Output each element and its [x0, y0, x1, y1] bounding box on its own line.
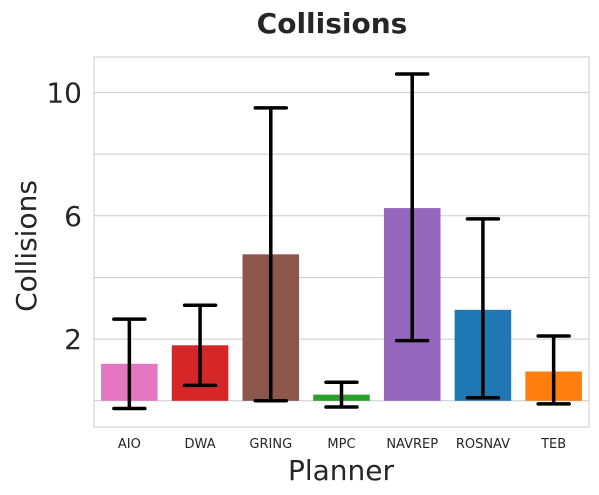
error-bar-gring	[253, 106, 289, 403]
x-tick-label: DWA	[185, 437, 216, 452]
y-tick-label: 10	[46, 76, 82, 109]
y-tick-labels: 2 6 10	[46, 76, 82, 356]
x-tick-label: GRING	[249, 437, 292, 452]
y-tick-label: 2	[64, 323, 82, 356]
x-tick-label: AIO	[118, 437, 141, 452]
x-tick-labels: AIO DWA GRING MPC NAVREP ROSNAV TEB	[118, 437, 566, 452]
x-tick-label: TEB	[540, 437, 566, 452]
error-bar-mpc	[324, 380, 359, 409]
error-bar-dwa	[182, 303, 218, 388]
chart-title: Collisions	[257, 7, 408, 40]
x-tick-label: ROSNAV	[456, 437, 510, 452]
x-tick-label: MPC	[327, 437, 355, 452]
y-axis-label: Collisions	[10, 180, 43, 312]
plot-area-frame	[93, 56, 590, 428]
error-bar-navrep	[394, 72, 430, 343]
x-axis-label: Planner	[288, 454, 395, 487]
error-bar-teb	[536, 334, 571, 406]
error-bars	[112, 72, 571, 411]
error-bar-rosnav	[465, 217, 501, 400]
error-bar-aio	[112, 317, 147, 411]
x-tick-label: NAVREP	[386, 437, 438, 452]
y-tick-label: 6	[64, 200, 82, 233]
